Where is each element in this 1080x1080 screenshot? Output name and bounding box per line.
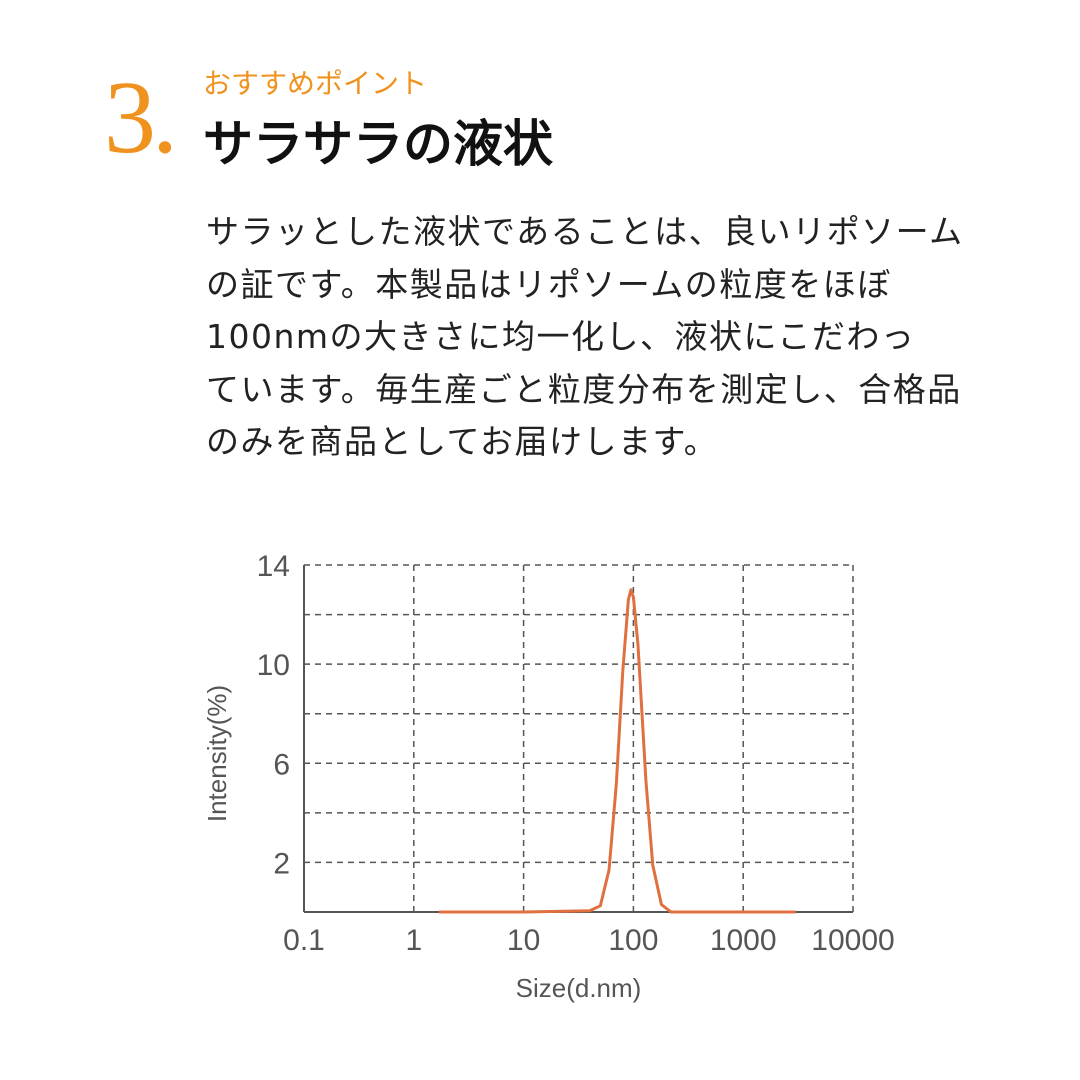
x-tick-label: 1000	[710, 924, 777, 957]
x-axis-label: Size(d.nm)	[516, 973, 642, 1003]
body-line: サラッとした液状であることは、良いリポソーム	[206, 212, 964, 251]
point-number: 3.	[104, 60, 178, 175]
title: サラサラの液状	[203, 115, 553, 173]
y-tick-label: 14	[257, 550, 290, 583]
x-tick-label: 0.1	[283, 924, 325, 957]
x-tick-label: 10000	[811, 924, 894, 957]
body-line: ています。毎生産ごと粒度分布を測定し、合格品	[206, 369, 962, 409]
x-tick-label: 1	[405, 924, 422, 957]
y-axis-label: Intensity(%)	[202, 685, 232, 822]
subtitle: おすすめポイント	[203, 67, 428, 100]
body-line: の証です。本製品はリポソームの粒度をほぼ	[206, 264, 892, 304]
data-line	[439, 588, 796, 914]
body-line: のみを商品としてお届けします。	[206, 422, 719, 461]
body: サラッとした液状であることは、良いリポソーム の証です。本製品はリポソームの粒度を…	[206, 206, 1006, 469]
y-tick-label: 2	[273, 847, 290, 880]
x-tick-label: 10	[507, 924, 540, 957]
y-tick-label: 6	[273, 748, 290, 781]
y-tick-label: 10	[257, 649, 290, 682]
x-tick-label: 100	[608, 924, 658, 957]
body-line: 100nmの大きさに均一化し、液状にこだわっ	[206, 317, 916, 356]
